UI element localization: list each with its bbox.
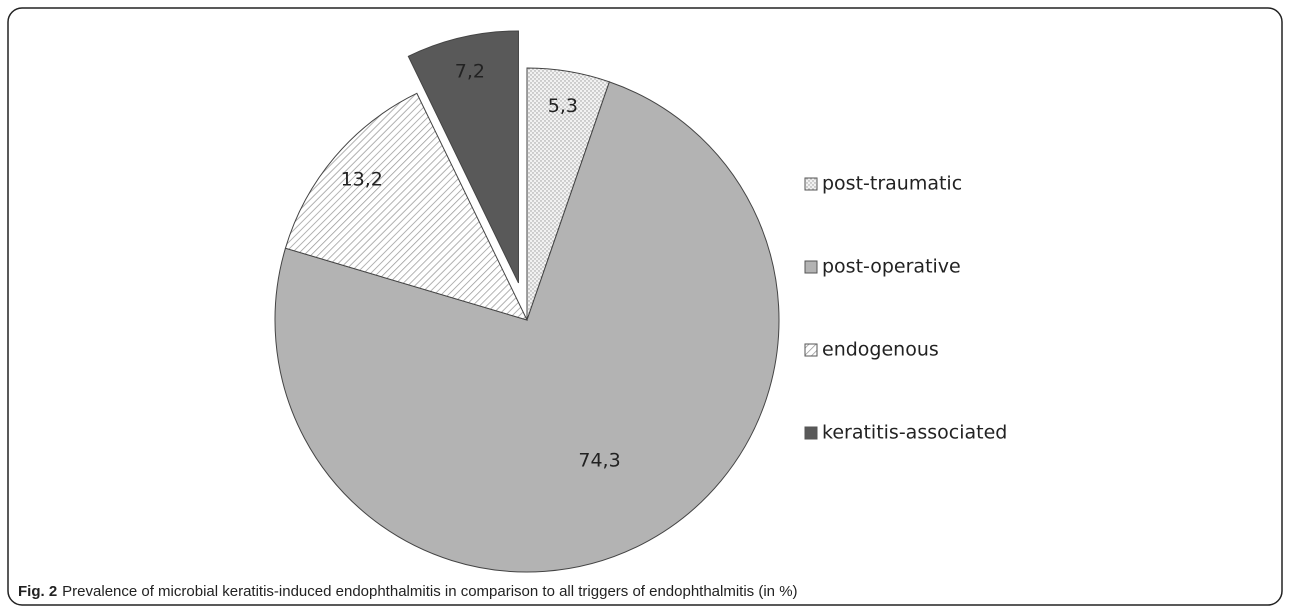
pie-slice [274, 81, 780, 573]
legend-label: endogenous [822, 339, 939, 361]
slice-label: 74,3 [578, 450, 620, 472]
caption-text: Prevalence of microbial keratitis-induce… [62, 583, 797, 600]
pie-slice [284, 92, 528, 321]
slice-label: 13,2 [341, 168, 383, 190]
legend-label: post-operative [822, 256, 961, 278]
legend-label: keratitis-associated [822, 422, 1007, 444]
legend-swatch [804, 177, 818, 191]
legend-swatch [804, 426, 818, 440]
pie-slice [407, 30, 519, 284]
legend-swatch [804, 260, 818, 274]
legend-label: post-traumatic [822, 173, 962, 195]
caption: Fig. 2 Prevalence of microbial keratitis-… [18, 583, 798, 600]
slice-label: 5,3 [548, 95, 578, 117]
slice-label: 7,2 [455, 60, 485, 82]
legend-swatch [804, 343, 818, 357]
caption-label: Fig. 2 [18, 583, 57, 600]
